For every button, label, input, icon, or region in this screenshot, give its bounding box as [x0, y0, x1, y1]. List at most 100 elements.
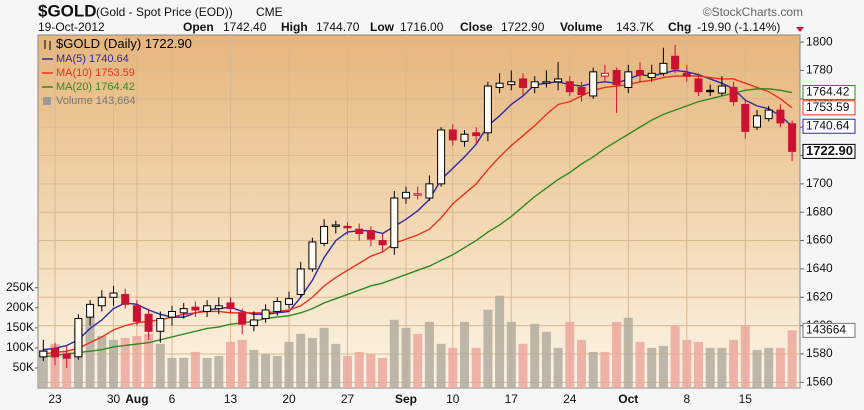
volume-bar	[97, 335, 107, 388]
volume-bar	[577, 339, 586, 388]
candle-body	[226, 302, 235, 310]
candle-body	[390, 197, 399, 249]
candle-body	[717, 85, 726, 94]
candle-body	[472, 132, 481, 137]
legend-name: MA(5)	[56, 53, 86, 65]
candle-body	[776, 109, 785, 124]
candle-body	[565, 81, 574, 93]
x-tick-label: 15	[739, 392, 753, 406]
exchange: CME	[256, 5, 283, 19]
candle-body	[624, 71, 633, 88]
candle-body	[296, 268, 305, 295]
volume-bar	[343, 355, 352, 388]
source: ©StockCharts.com	[703, 5, 803, 19]
volume-bar	[144, 333, 154, 388]
volume-bar	[729, 339, 739, 388]
candle-body	[62, 353, 71, 359]
volume-bar	[226, 341, 235, 388]
candle-body	[156, 318, 165, 332]
volume-bar	[155, 343, 165, 388]
value-tag-label: 1753.59	[806, 100, 850, 114]
legend-label: MA(10) 1753.59	[56, 67, 135, 79]
y-tick-label: 1620	[806, 289, 833, 303]
candle-body	[249, 319, 258, 327]
candle-body	[483, 85, 492, 134]
quote-label: Open	[183, 20, 214, 34]
volume-bar	[179, 357, 189, 388]
volume-bar	[190, 351, 200, 388]
volume-bar	[647, 347, 657, 388]
y-tick-label: 1560	[806, 375, 833, 389]
value-tag	[802, 118, 856, 134]
volume-bar	[752, 349, 762, 388]
candle-body	[343, 225, 352, 229]
value-tag	[802, 85, 856, 101]
volume-bar	[717, 347, 727, 388]
volume-bar	[553, 347, 563, 388]
candle-body	[589, 71, 598, 97]
candle-body	[554, 78, 563, 83]
volume-bar	[694, 341, 703, 388]
volume-bar	[413, 333, 423, 388]
y-tick-label: 1580	[806, 346, 833, 360]
candle-body	[308, 241, 317, 270]
volume-bar	[518, 343, 528, 388]
x-tick-label: 17	[505, 392, 519, 406]
x-tick-label: 27	[341, 392, 355, 406]
x-tick-label: Aug	[125, 392, 148, 406]
volume-bar	[249, 349, 259, 388]
volume-bar	[85, 315, 95, 388]
volume-bar	[448, 347, 458, 388]
volume-bar	[565, 321, 575, 388]
x-tick-label: Oct	[618, 392, 638, 406]
volume-bar	[401, 327, 411, 388]
volume-bar	[495, 295, 505, 388]
ma-line	[43, 88, 793, 358]
candle-body	[741, 103, 750, 132]
x-tick-label: 10	[446, 392, 460, 406]
volume-bar	[764, 347, 774, 388]
candle-body	[331, 224, 340, 227]
legend-label: MA(5) 1740.64	[56, 53, 129, 65]
candle-body	[519, 78, 527, 88]
volume-bar	[319, 327, 329, 388]
candle-body	[121, 293, 130, 305]
candle-body	[659, 62, 668, 74]
volume-bar	[109, 339, 118, 388]
volume-bar	[50, 343, 60, 388]
quote-label: Low	[370, 20, 395, 34]
legend-name: MA(20)	[56, 81, 92, 93]
x-tick-label: 8	[683, 392, 690, 406]
volume-bar	[272, 355, 282, 388]
candle-body	[600, 72, 609, 77]
y-tick-label: 1660	[806, 233, 833, 247]
volume-bar	[307, 337, 317, 388]
candle-body	[682, 72, 691, 77]
value-tag-label: 143664	[806, 323, 846, 337]
candle-body	[647, 72, 656, 79]
candle-body	[460, 133, 469, 142]
candle-body	[355, 228, 364, 234]
candle-body	[261, 309, 270, 320]
candle-body	[425, 183, 434, 199]
candle-body	[191, 306, 200, 311]
candle-body	[86, 303, 95, 318]
volume-bar	[775, 347, 785, 388]
value-tag-label: 1740.64	[806, 118, 850, 132]
x-tick-label: Sep	[395, 392, 417, 406]
candle-body	[51, 347, 59, 358]
volume-bar	[354, 351, 364, 388]
legend-label: $GOLD (Daily) 1722.90	[56, 36, 192, 51]
quote-value: 143.7K	[616, 20, 654, 34]
volume-bar	[132, 335, 142, 388]
candle-body	[448, 129, 457, 141]
y2-tick-label: 100K	[6, 340, 34, 354]
volume-bar	[740, 325, 750, 388]
candle-body	[74, 318, 83, 358]
change-arrow	[796, 27, 804, 32]
legend-label: MA(20) 1764.42	[56, 81, 135, 93]
candle-body	[788, 123, 797, 152]
volume-bar	[331, 343, 341, 388]
candle-body	[238, 312, 247, 325]
x-tick-label: 23	[48, 392, 62, 406]
